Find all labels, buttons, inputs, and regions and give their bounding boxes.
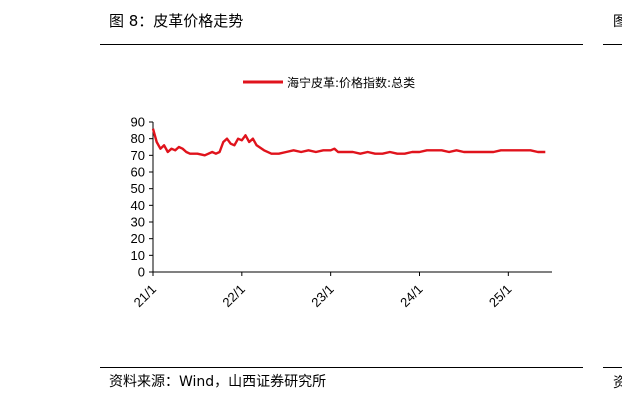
y-tick-label: 90 (131, 115, 145, 130)
x-tick-label: 22/1 (219, 282, 248, 311)
y-tick-label: 30 (131, 215, 145, 230)
y-tick-label: 40 (131, 198, 145, 213)
series-line-leather-index (151, 128, 546, 157)
y-tick-label: 50 (131, 181, 145, 196)
x-ticks: 21/1 22/1 23/1 24/1 25/1 (131, 272, 515, 311)
y-tick-label: 60 (131, 165, 145, 180)
figure-title: 图 8：皮革价格走势 (109, 12, 244, 30)
y-tick-label: 20 (131, 231, 145, 246)
title-rule (100, 44, 583, 45)
cropped-title-fragment: 图 (613, 14, 622, 30)
legend-label: 海宁皮革:价格指数:总类 (287, 75, 415, 90)
y-tick-label: 80 (131, 131, 145, 146)
y-tick-label: 10 (131, 248, 145, 263)
y-tick-label: 70 (131, 148, 145, 163)
footer-rule (100, 367, 583, 368)
chart-legend: 海宁皮革:价格指数:总类 (243, 75, 415, 90)
x-tick-label: 21/1 (131, 282, 160, 311)
cropped-source-fragment: 资 (613, 375, 622, 391)
x-tick-label: 25/1 (486, 282, 515, 311)
x-tick-label: 24/1 (397, 282, 426, 311)
footer-rule-right-fragment (603, 367, 622, 368)
title-rule-right-fragment (603, 44, 622, 45)
y-tick-label: 0 (138, 265, 145, 280)
chart-axes (152, 122, 552, 273)
x-tick-label: 23/1 (308, 282, 337, 311)
source-note: 资料来源：Wind，山西证券研究所 (109, 374, 327, 390)
